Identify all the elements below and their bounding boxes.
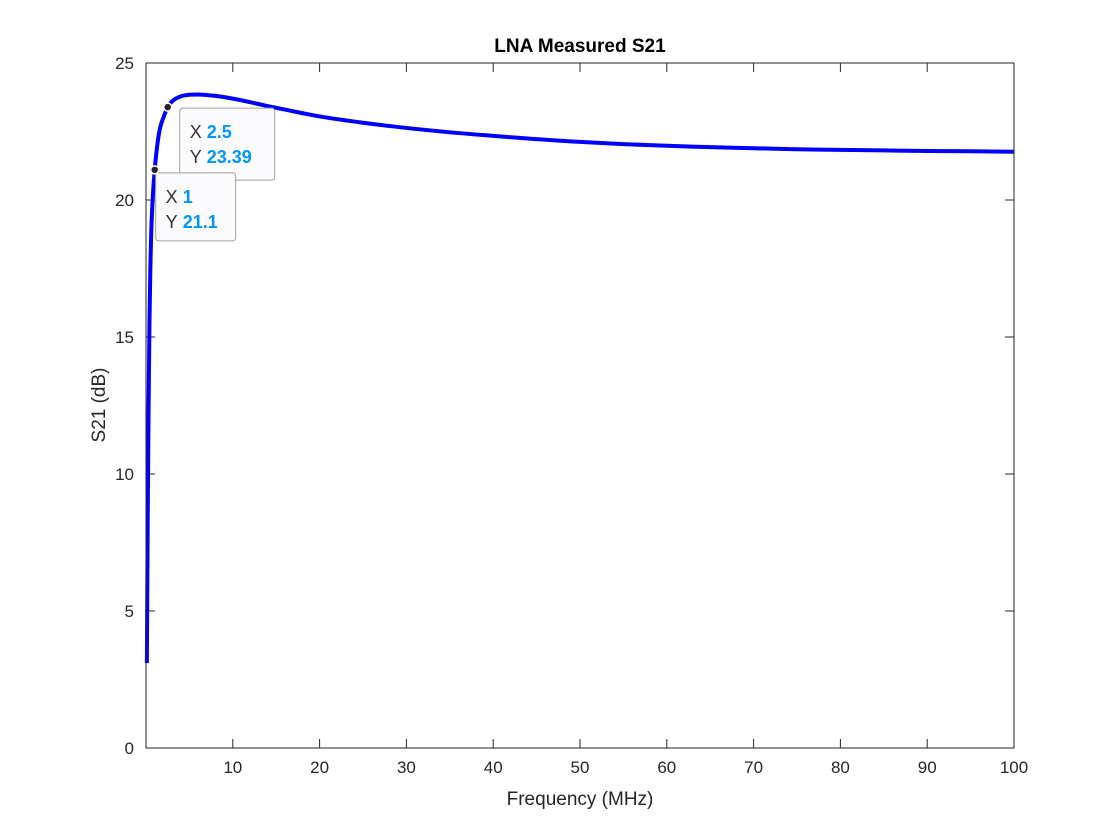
y-tick-label: 5 <box>125 602 134 621</box>
data-tip-x-row: X 2.5 <box>190 122 232 142</box>
x-tick-label: 20 <box>310 758 329 777</box>
series-line <box>144 92 1015 664</box>
data-tip-y-row: Y 23.39 <box>190 147 252 167</box>
x-tick-label: 40 <box>484 758 503 777</box>
data-tip-marker[interactable] <box>149 165 160 175</box>
plot-area-background <box>146 63 1014 748</box>
x-tick-label: 10 <box>223 758 242 777</box>
x-axis-title: Frequency (MHz) <box>507 789 654 810</box>
y-tick-label: 25 <box>115 54 134 73</box>
data-tip[interactable]: X 2.5Y 23.39 <box>179 107 276 181</box>
data-tip-y-key: Y <box>166 212 178 232</box>
x-tick-label: 90 <box>918 758 937 777</box>
x-tick-label: 50 <box>571 758 590 777</box>
data-tip-y-key: Y <box>190 147 202 167</box>
data-tip-x-value: 1 <box>183 187 193 207</box>
data-tip-y-value: 23.39 <box>207 147 252 167</box>
data-tip-box <box>179 107 276 181</box>
y-tick-label: 0 <box>125 739 134 758</box>
data-tip-x-key: X <box>190 122 202 142</box>
data-tip-box <box>155 172 237 242</box>
data-tip-x-value: 2.5 <box>207 122 232 142</box>
data-tip-y-value: 21.1 <box>183 212 218 232</box>
y-axis-title: S21 (dB) <box>89 368 110 443</box>
chart-title: LNA Measured S21 <box>494 36 666 57</box>
x-tick-label: 80 <box>831 758 850 777</box>
data-tip-y-row: Y 21.1 <box>166 212 218 232</box>
data-tip-marker[interactable] <box>162 102 173 112</box>
data-tip[interactable]: X 1Y 21.1 <box>155 172 237 242</box>
tips-layer: X 2.5Y 23.39X 1Y 21.1 <box>149 102 276 242</box>
y-tick-label: 10 <box>115 465 134 484</box>
series-layer <box>144 92 1015 664</box>
data-tip-x-key: X <box>166 187 178 207</box>
ticks-layer: 10 20 30 40 50 60 70 80 90 100 0 5 10 15 20 25 <box>115 54 1028 777</box>
x-tick-label: 70 <box>744 758 763 777</box>
x-tick-label: 30 <box>397 758 416 777</box>
x-tick-label: 100 <box>1000 758 1028 777</box>
y-tick-label: 20 <box>115 191 134 210</box>
x-tick-label: 60 <box>657 758 676 777</box>
y-tick-label: 15 <box>115 328 134 347</box>
axes-box <box>145 62 1015 749</box>
